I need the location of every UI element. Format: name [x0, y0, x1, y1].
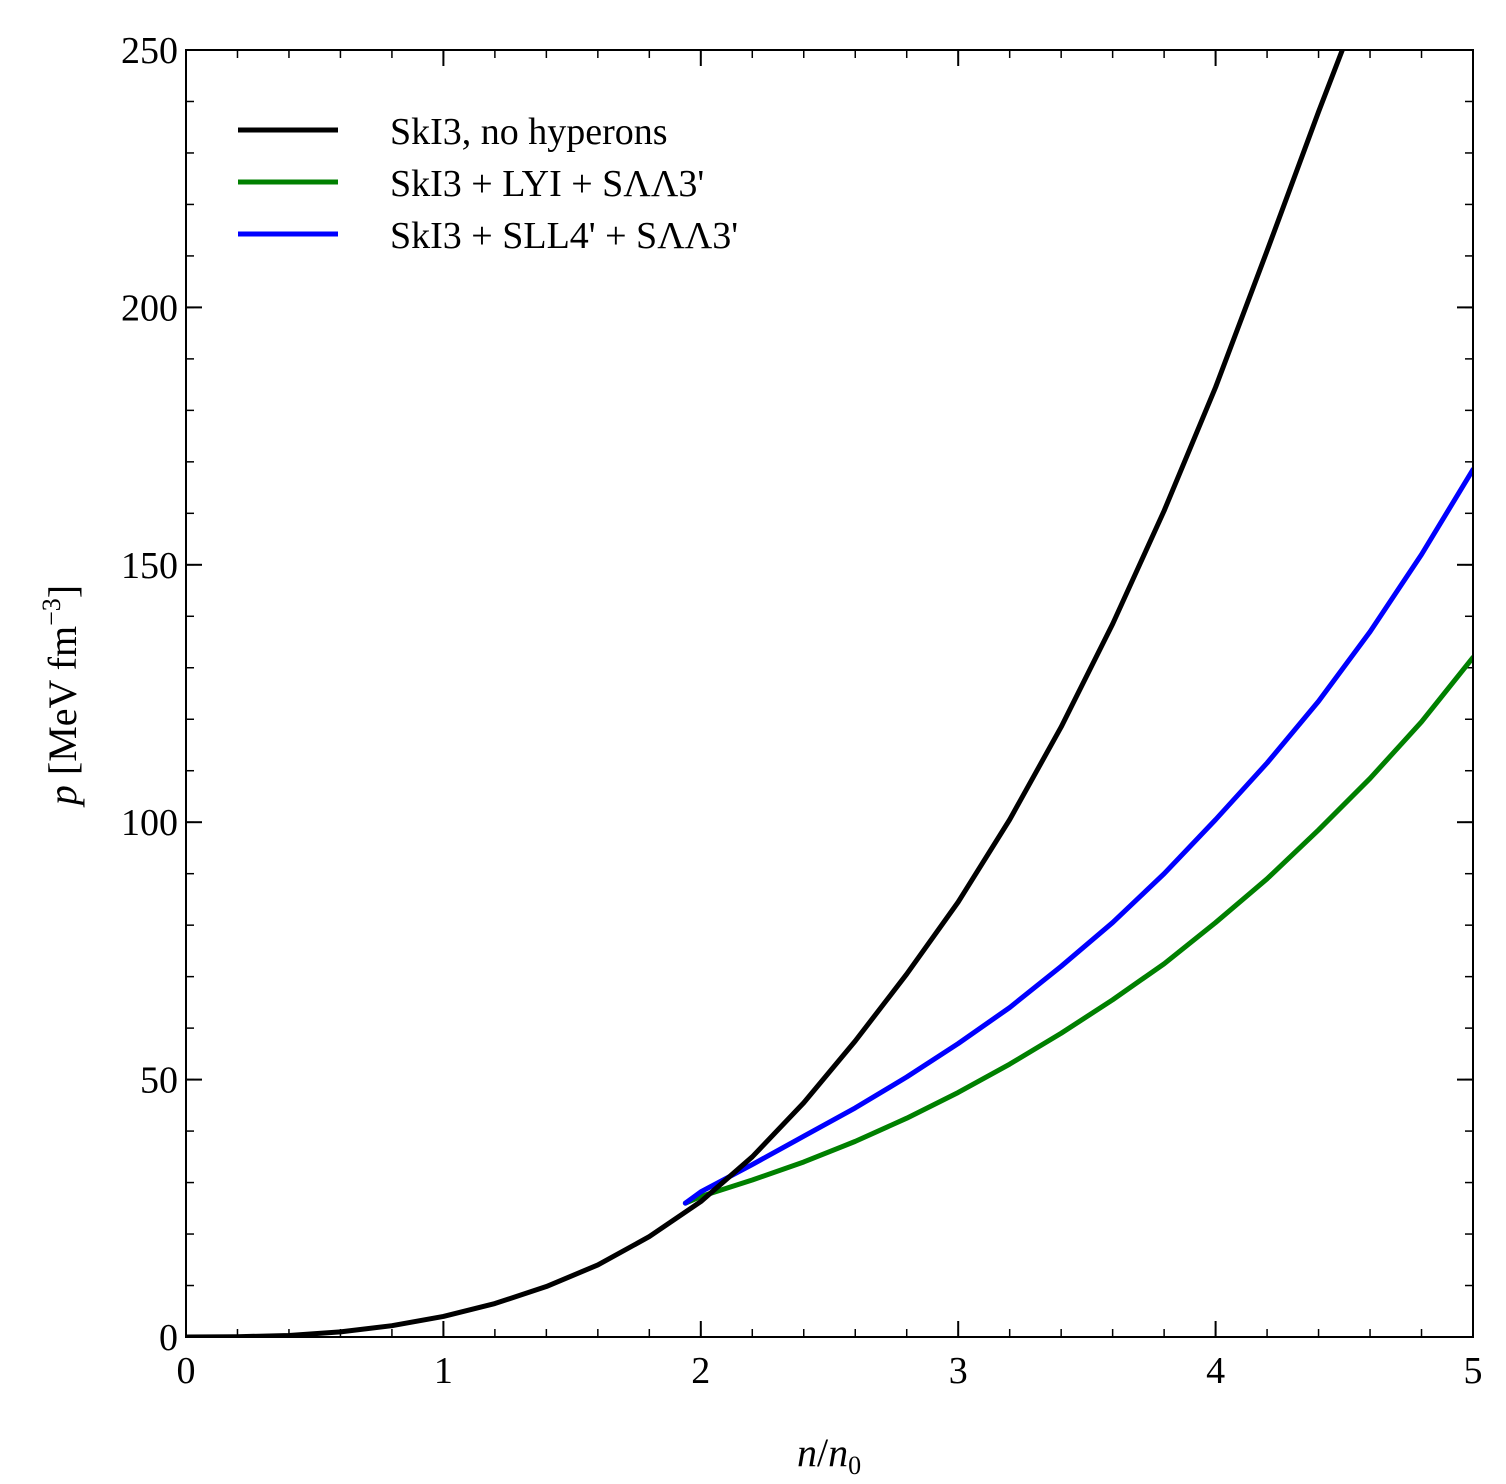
series-line — [186, 50, 1345, 1337]
x-tick-label: 4 — [1206, 1350, 1225, 1392]
y-tick-label: 50 — [140, 1060, 178, 1102]
x-axis-title: n/n0 — [797, 1430, 861, 1480]
y-tick-label: 100 — [121, 802, 178, 844]
series-group — [186, 50, 1473, 1337]
y-tick-label: 200 — [121, 287, 178, 329]
x-axis-den: n — [828, 1430, 848, 1475]
x-axis-var: n — [797, 1430, 817, 1475]
x-tick-labels: 0 1 2 3 4 5 — [177, 1350, 1483, 1392]
legend: SkI3, no hyperons SkI3 + LYI + SΛΛ3' SkI3 … — [238, 111, 738, 257]
x-tick-label: 2 — [691, 1350, 710, 1392]
legend-label: SkI3 + SLL4' + SΛΛ3' — [390, 215, 738, 257]
x-tick-label: 5 — [1464, 1350, 1483, 1392]
x-axis-den-sub: 0 — [848, 1451, 861, 1480]
major-ticks — [185, 49, 1474, 1338]
y-axis-var: p — [40, 785, 85, 808]
x-tick-label: 1 — [434, 1350, 453, 1392]
y-tick-label: 250 — [121, 30, 178, 72]
minor-ticks — [185, 49, 1474, 1338]
x-axis-sep: / — [817, 1430, 829, 1475]
x-tick-label: 3 — [949, 1350, 968, 1392]
y-tick-label: 0 — [159, 1317, 178, 1359]
plot-frame — [185, 49, 1474, 1338]
y-axis-unit-open: [MeV fm — [40, 626, 85, 785]
y-axis-unit-close: ] — [40, 585, 85, 598]
y-axis-title: p [MeV fm−3] — [37, 585, 85, 808]
series-line — [682, 654, 1473, 1206]
legend-label: SkI3, no hyperons — [390, 111, 668, 153]
series-line — [682, 467, 1473, 1206]
x-tick-label: 0 — [177, 1350, 196, 1392]
y-tick-label: 150 — [121, 545, 178, 587]
y-tick-labels: 0 50 100 150 200 250 — [121, 30, 178, 1359]
legend-label: SkI3 + LYI + SΛΛ3' — [390, 163, 704, 205]
y-axis-unit-sup: −3 — [37, 598, 66, 626]
